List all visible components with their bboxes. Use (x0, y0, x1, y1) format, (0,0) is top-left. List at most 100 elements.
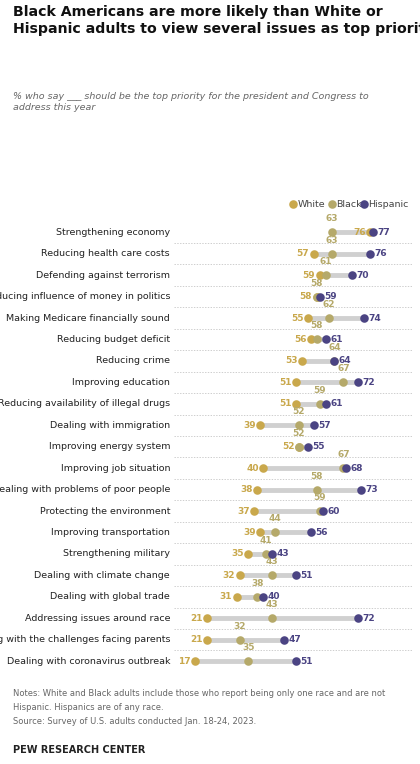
Text: 17: 17 (178, 656, 191, 665)
Point (251, 505, 258, 517)
Text: Improving energy system: Improving energy system (49, 442, 170, 452)
Text: 67: 67 (337, 364, 350, 374)
Point (328, 199, 335, 211)
Text: 51: 51 (300, 656, 313, 665)
Text: 59: 59 (313, 493, 326, 502)
Point (304, 312, 311, 324)
Text: 63: 63 (325, 214, 338, 223)
Text: 39: 39 (243, 528, 256, 537)
Text: 56: 56 (315, 528, 328, 537)
Point (322, 398, 329, 410)
Point (260, 591, 267, 603)
Text: 76: 76 (375, 249, 387, 258)
Point (296, 441, 302, 453)
Point (349, 269, 356, 281)
Text: 39: 39 (243, 421, 256, 430)
Text: 68: 68 (351, 464, 363, 473)
Text: Dealing with problems of poor people: Dealing with problems of poor people (0, 485, 170, 494)
Point (370, 226, 376, 238)
Point (236, 633, 243, 646)
Text: Source: Survey of U.S. adults conducted Jan. 18-24, 2023.: Source: Survey of U.S. adults conducted … (13, 717, 256, 726)
Text: 41: 41 (260, 536, 273, 545)
Text: 52: 52 (293, 407, 305, 416)
Text: Dealing with the challenges facing parents: Dealing with the challenges facing paren… (0, 635, 170, 644)
Text: 57: 57 (318, 421, 331, 430)
Point (269, 548, 276, 560)
Point (260, 462, 267, 474)
Point (361, 199, 368, 211)
Point (233, 591, 240, 603)
Point (328, 248, 335, 260)
Point (313, 333, 320, 345)
Text: 77: 77 (378, 228, 390, 237)
Point (254, 484, 261, 496)
Text: Reducing crime: Reducing crime (96, 357, 170, 365)
Text: 60: 60 (327, 507, 339, 516)
Text: 21: 21 (190, 635, 202, 644)
Text: Improving job situation: Improving job situation (60, 464, 170, 473)
Point (263, 548, 270, 560)
Text: 70: 70 (357, 270, 369, 280)
Point (254, 591, 261, 603)
Point (340, 376, 347, 388)
Text: Dealing with coronavirus outbreak: Dealing with coronavirus outbreak (7, 656, 170, 665)
Text: 72: 72 (362, 613, 375, 623)
Point (343, 462, 350, 474)
Point (290, 199, 297, 211)
Text: 57: 57 (297, 249, 309, 258)
Text: 55: 55 (312, 442, 325, 452)
Point (257, 526, 264, 539)
Point (316, 290, 323, 303)
Text: Dealing with climate change: Dealing with climate change (34, 571, 170, 580)
Point (204, 612, 210, 624)
Text: 35: 35 (242, 643, 255, 652)
Text: Reducing health care costs: Reducing health care costs (42, 249, 170, 258)
Point (304, 441, 311, 453)
Point (322, 269, 329, 281)
Point (236, 569, 243, 581)
Point (316, 505, 323, 517)
Text: 73: 73 (366, 485, 378, 494)
Text: Improving education: Improving education (72, 378, 170, 387)
Text: 64: 64 (339, 357, 352, 365)
Text: 56: 56 (294, 335, 306, 344)
Text: PEW RESEARCH CENTER: PEW RESEARCH CENTER (13, 745, 145, 755)
Point (328, 226, 335, 238)
Point (355, 376, 362, 388)
Point (293, 569, 299, 581)
Point (281, 633, 287, 646)
Point (367, 226, 373, 238)
Text: 21: 21 (190, 613, 202, 623)
Text: 51: 51 (300, 571, 313, 580)
Point (272, 526, 278, 539)
Point (340, 462, 347, 474)
Point (319, 505, 326, 517)
Point (361, 312, 368, 324)
Text: Strengthening economy: Strengthening economy (56, 228, 170, 237)
Point (316, 398, 323, 410)
Text: 61: 61 (319, 257, 332, 266)
Point (296, 419, 302, 432)
Text: 59: 59 (324, 292, 337, 301)
Text: 43: 43 (277, 549, 289, 558)
Point (316, 269, 323, 281)
Text: Dealing with immigration: Dealing with immigration (50, 421, 170, 430)
Text: 76: 76 (353, 228, 366, 237)
Point (269, 569, 276, 581)
Text: 61: 61 (330, 335, 343, 344)
Text: 52: 52 (293, 429, 305, 438)
Text: White: White (297, 200, 325, 209)
Text: 37: 37 (237, 507, 250, 516)
Text: 59: 59 (302, 270, 315, 280)
Text: Improving transportation: Improving transportation (51, 528, 170, 537)
Text: 32: 32 (223, 571, 235, 580)
Text: 58: 58 (310, 322, 323, 331)
Point (307, 526, 314, 539)
Text: Making Medicare financially sound: Making Medicare financially sound (6, 313, 170, 322)
Point (245, 548, 252, 560)
Text: 58: 58 (300, 292, 312, 301)
Point (293, 376, 299, 388)
Text: Protecting the environment: Protecting the environment (39, 507, 170, 516)
Point (299, 354, 305, 367)
Point (192, 655, 198, 667)
